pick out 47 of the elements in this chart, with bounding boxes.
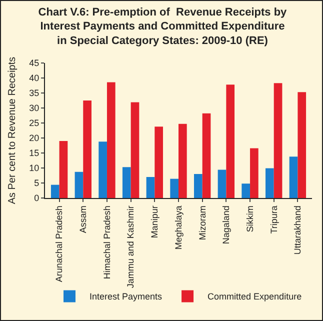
y-tick-label: 0	[34, 193, 40, 204]
bar	[98, 142, 107, 198]
bar	[74, 172, 84, 198]
bar	[106, 82, 116, 198]
y-tick-label: 20	[29, 133, 40, 144]
bar	[170, 178, 178, 198]
bar	[250, 148, 258, 198]
bar	[242, 184, 250, 198]
x-tick-label: Himachal Pradesh	[102, 206, 112, 280]
bar	[130, 102, 140, 198]
x-tick-label: Arunachal Pradesh	[54, 206, 64, 282]
x-tick-label: Meghalaya	[173, 206, 184, 250]
y-axis-title: As Per cent to Revenue Receipts	[7, 56, 18, 204]
bar	[50, 184, 60, 198]
bar	[218, 170, 226, 198]
y-tick-label: 15	[29, 148, 40, 158]
x-tick-label: Uttarakhand	[292, 206, 303, 255]
bar	[83, 100, 92, 198]
x-tick-label: Tripura	[268, 206, 279, 234]
y-tick-label: 10	[29, 163, 40, 174]
bar	[226, 84, 235, 198]
bar	[154, 126, 163, 198]
bar	[274, 83, 282, 198]
bar	[202, 113, 211, 198]
bar	[266, 168, 274, 198]
y-tick-label: 35	[29, 88, 40, 98]
legend-label: Interest Payments	[90, 292, 163, 302]
y-tick-label: 45	[29, 58, 40, 68]
y-tick-label: 40	[29, 73, 40, 84]
x-tick-label: Nagaland	[221, 206, 232, 244]
bar	[194, 174, 202, 198]
x-tick-label: Jammu and Kashmir	[126, 206, 136, 288]
bar	[298, 92, 306, 198]
x-tick-label: Mizoram	[197, 206, 208, 240]
bar	[59, 141, 68, 198]
chart-title: Chart V.6: Pre-emption of Revenue Receipts by Interest Payments and Committed Expenditure in Special Category States: 2009-10 (RE)	[38, 6, 288, 48]
bar	[178, 124, 187, 198]
legend-label: Committed Expenditure	[208, 292, 302, 302]
bar	[122, 167, 131, 198]
y-tick-label: 25	[29, 118, 40, 128]
y-tick-label: 5	[34, 178, 40, 188]
y-tick-label: 30	[29, 103, 40, 114]
x-tick-label: Sikkim	[244, 206, 255, 232]
bar	[146, 177, 155, 198]
bar	[289, 156, 298, 198]
x-tick-label: Assam	[78, 206, 88, 234]
x-tick-label: Manipur	[150, 206, 160, 238]
